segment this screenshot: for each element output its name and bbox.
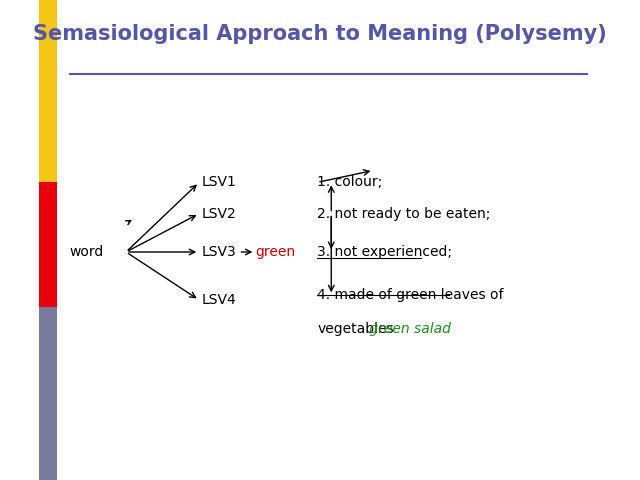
Text: vegetables: vegetables — [317, 322, 394, 336]
Text: LSV4: LSV4 — [202, 293, 237, 307]
Text: Semasiological Approach to Meaning (Polysemy): Semasiological Approach to Meaning (Poly… — [33, 24, 607, 44]
Text: green salad: green salad — [365, 322, 451, 336]
Text: 4. made of green leaves of: 4. made of green leaves of — [317, 288, 504, 302]
Text: LSV1: LSV1 — [202, 175, 237, 190]
Text: LSV2: LSV2 — [202, 206, 237, 221]
Text: 2. not ready to be eaten;: 2. not ready to be eaten; — [317, 206, 491, 221]
Text: word: word — [69, 245, 104, 259]
Text: green: green — [255, 245, 296, 259]
FancyBboxPatch shape — [39, 0, 57, 182]
Text: LSV3: LSV3 — [202, 245, 237, 259]
Text: 1. colour;: 1. colour; — [317, 175, 383, 190]
Text: 3. not experienced;: 3. not experienced; — [317, 245, 452, 259]
FancyBboxPatch shape — [39, 307, 57, 480]
FancyBboxPatch shape — [39, 182, 57, 307]
